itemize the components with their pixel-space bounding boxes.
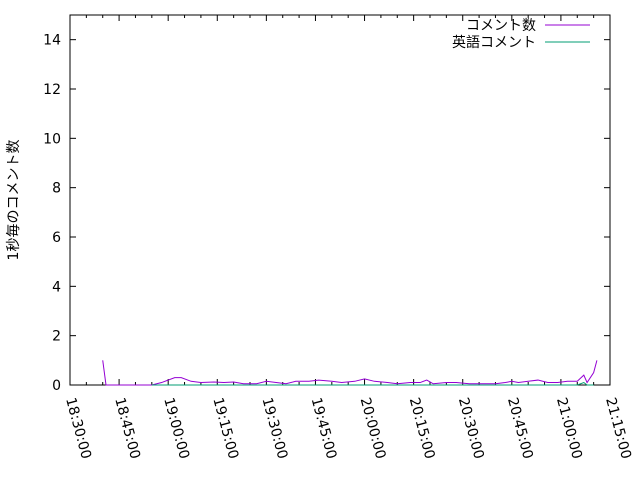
y-tick-label: 0 [52,378,61,394]
x-tick-label: 20:15:00 [406,396,438,461]
y-tick-label: 6 [52,230,61,246]
x-tick-label: 19:15:00 [209,396,241,461]
legend-label: 英語コメント [452,34,536,51]
series-line-1 [102,360,598,386]
y-tick-label: 8 [52,181,61,197]
x-tick-label: 19:45:00 [308,396,340,461]
series-lines [102,360,598,386]
x-tick-label: 19:30:00 [258,396,290,461]
legend-label: コメント数 [466,18,536,34]
y-tick-label: 10 [43,131,61,147]
y-tick-label: 4 [52,279,61,295]
y-tick-label: 2 [52,329,61,345]
x-tick-label: 18:30:00 [62,396,94,461]
series-line-2 [151,381,594,386]
axes: 0 2 4 6 8 10 12 14 18:30:00 18:45:00 19:00:00 19:15… [43,14,634,461]
x-tick-label: 20:45:00 [504,396,536,461]
plot-border [69,14,611,386]
x-tick-label: 21:00:00 [553,396,585,461]
x-tick-label: 20:30:00 [455,396,487,461]
y-tick-label: 14 [43,33,61,49]
x-tick-label: 20:00:00 [357,396,389,461]
y-tick-label: 12 [43,82,61,98]
x-tick-label: 18:45:00 [111,396,143,461]
x-tick-label: 21:15:00 [602,396,634,461]
y-axis-label: 1秒毎のコメント数 [6,140,22,261]
x-tick-label: 19:00:00 [160,396,192,461]
